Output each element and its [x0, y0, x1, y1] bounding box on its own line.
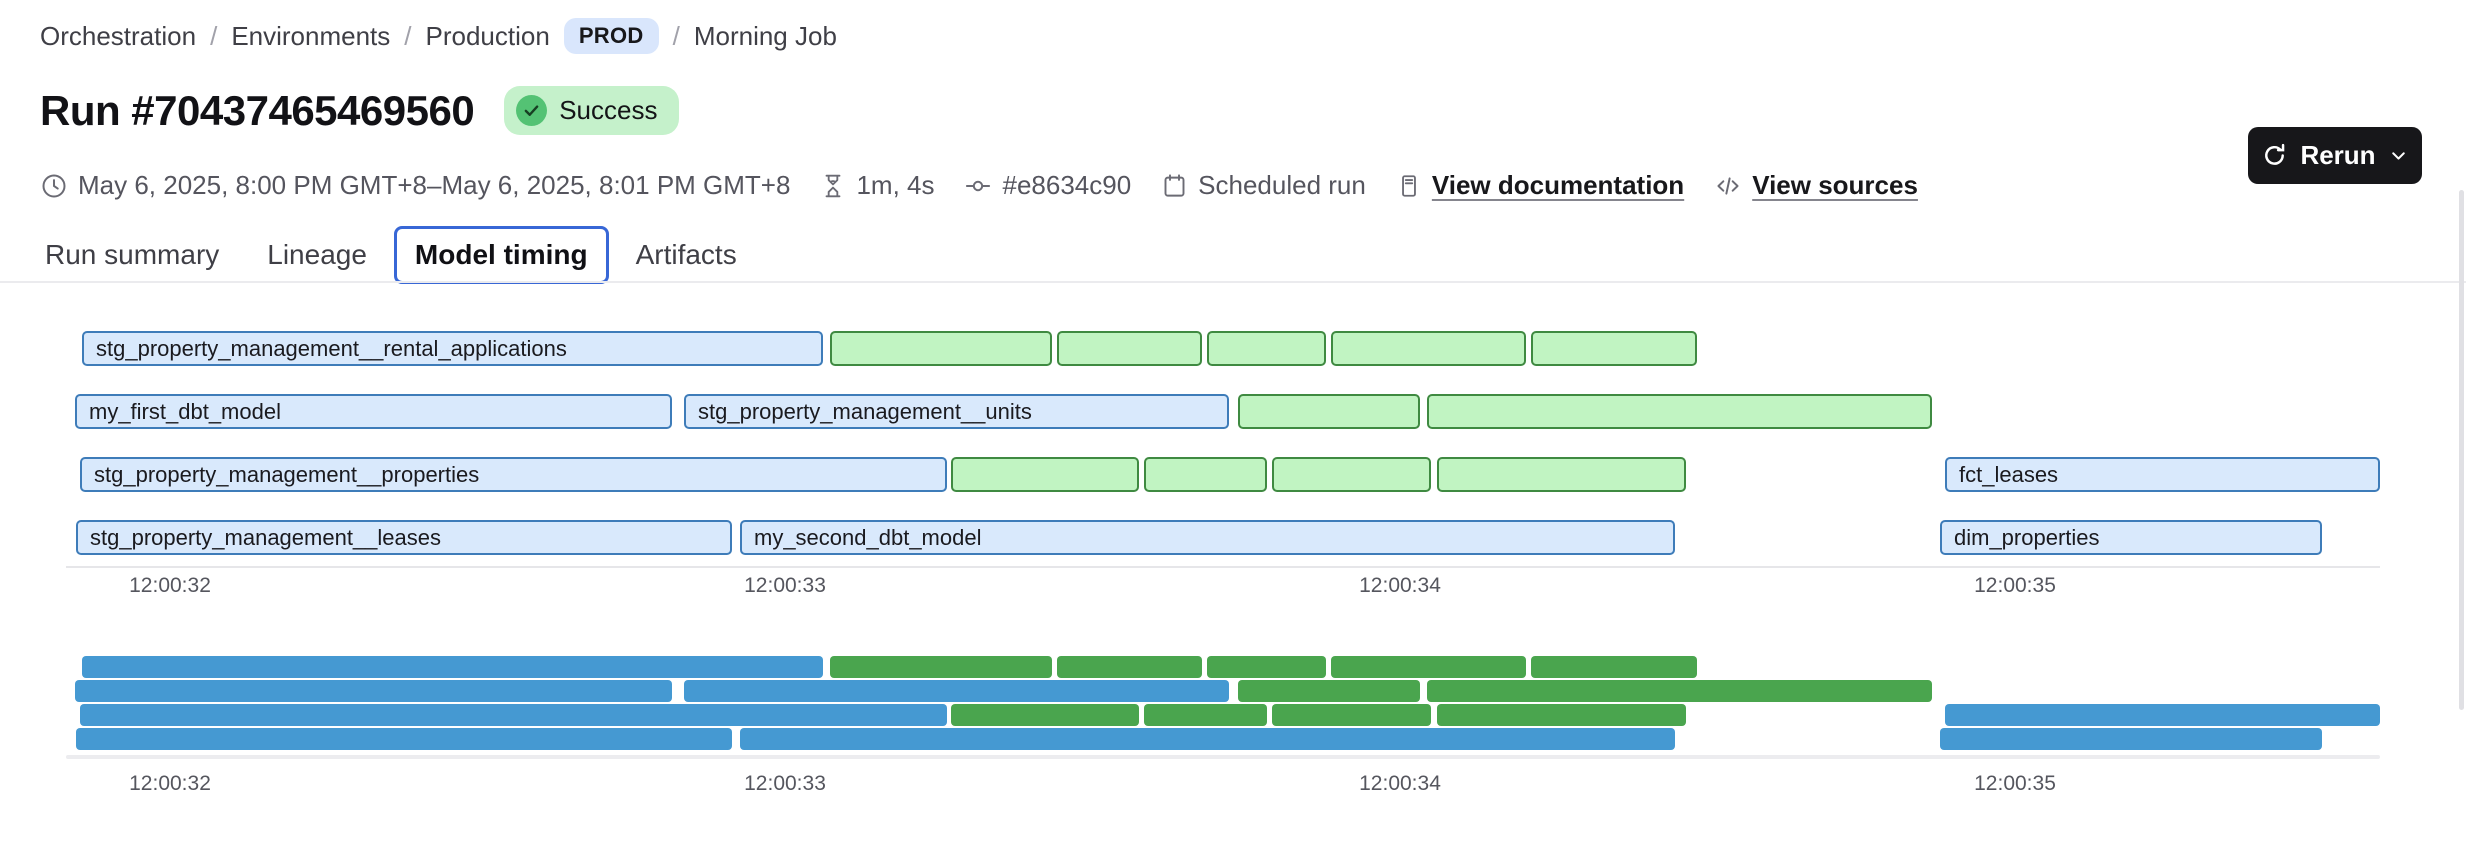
rerun-button[interactable]: Rerun — [2248, 127, 2422, 184]
run-trigger: Scheduled run — [1161, 170, 1366, 201]
rerun-button-label: Rerun — [2300, 140, 2376, 170]
run-duration: 1m, 4s — [820, 170, 934, 201]
page-title: Run #70437465469560 — [40, 86, 475, 134]
chevron-down-icon — [2391, 152, 2405, 160]
clock-icon — [42, 174, 66, 197]
gantt-bar-label: stg_property_management__properties — [94, 461, 480, 487]
minimap-track — [66, 755, 2380, 759]
hourglass-icon — [826, 174, 841, 197]
minimap-bar — [1238, 680, 1420, 702]
status-badge: Success — [504, 86, 680, 135]
breadcrumb-item-production[interactable]: Production — [425, 20, 550, 51]
minimap-bar — [1945, 704, 2380, 726]
minimap-bar — [1427, 680, 1932, 702]
run-meta-row: May 6, 2025, 8:00 PM GMT+8–May 6, 2025, … — [40, 170, 1918, 201]
gantt-bar[interactable]: stg_property_management__leases — [76, 520, 732, 555]
gantt-bar[interactable]: stg_property_management__properties — [80, 457, 947, 492]
gantt-bar[interactable] — [1272, 457, 1431, 492]
gantt-bar-label: stg_property_management__leases — [90, 524, 442, 550]
gantt-bar[interactable] — [830, 331, 1052, 366]
minimap-bar — [1057, 656, 1202, 678]
code-icon — [1717, 176, 1739, 195]
breadcrumb-separator: / — [210, 20, 218, 51]
minimap-tick-label: 12:00:33 — [744, 772, 826, 795]
breadcrumb-item-orchestration[interactable]: Orchestration — [40, 20, 197, 51]
minimap-bar — [1531, 656, 1697, 678]
tab-lineage[interactable]: Lineage — [267, 239, 367, 270]
minimap-bar — [82, 656, 823, 678]
gantt-bar-label: fct_leases — [1959, 461, 2059, 487]
view-sources-link[interactable]: View sources — [1714, 170, 1918, 201]
env-badge-prod: PROD — [563, 18, 659, 54]
minimap-bar — [740, 728, 1675, 750]
gantt-bar[interactable] — [1331, 331, 1526, 366]
minimap-bar — [1207, 656, 1326, 678]
gantt-bar[interactable]: stg_property_management__units — [684, 394, 1229, 429]
gantt-bar[interactable] — [1531, 331, 1697, 366]
breadcrumb-item-environments[interactable]: Environments — [231, 20, 391, 51]
minimap-bar — [830, 656, 1052, 678]
breadcrumb-separator: / — [404, 20, 412, 51]
gantt-bar[interactable] — [1207, 331, 1326, 366]
minimap-bar — [80, 704, 947, 726]
status-badge-label: Success — [559, 95, 658, 125]
gantt-bar[interactable]: my_first_dbt_model — [75, 394, 672, 429]
tabs-divider — [0, 281, 2466, 283]
run-time-range: May 6, 2025, 8:00 PM GMT+8–May 6, 2025, … — [40, 170, 790, 201]
gantt-bar[interactable] — [1238, 394, 1420, 429]
commit-icon — [966, 180, 991, 191]
gantt-bar[interactable] — [1144, 457, 1267, 492]
breadcrumb-item-morning-job[interactable]: Morning Job — [693, 20, 837, 51]
minimap-tick-label: 12:00:35 — [1974, 772, 2056, 795]
minimap-bar — [684, 680, 1229, 702]
breadcrumb: Orchestration / Environments / Productio… — [40, 18, 837, 54]
model-timing-chart: stg_property_management__rental_applicat… — [66, 331, 2380, 597]
gantt-bar[interactable] — [1427, 394, 1932, 429]
breadcrumb-separator: / — [672, 20, 680, 51]
document-icon — [1401, 174, 1416, 197]
gantt-bar-label: my_first_dbt_model — [89, 398, 281, 424]
gantt-bar-label: dim_properties — [1954, 524, 2100, 550]
gantt-bar[interactable] — [1057, 331, 1202, 366]
gantt-bar-label: my_second_dbt_model — [754, 524, 982, 550]
tab-artifacts[interactable]: Artifacts — [635, 239, 737, 270]
view-documentation-link[interactable]: View documentation — [1396, 170, 1684, 201]
axis-tick-label: 12:00:34 — [1359, 574, 1441, 597]
minimap-bar — [1144, 704, 1267, 726]
minimap-bar — [1437, 704, 1686, 726]
gantt-bar-label: stg_property_management__units — [698, 398, 1032, 424]
calendar-icon — [1164, 174, 1185, 197]
minimap-tick-label: 12:00:32 — [129, 772, 211, 795]
refresh-icon — [2265, 143, 2285, 165]
minimap-bar — [1331, 656, 1526, 678]
gantt-bar[interactable] — [1437, 457, 1686, 492]
tab-run-summary[interactable]: Run summary — [45, 239, 220, 270]
gantt-bar[interactable]: stg_property_management__rental_applicat… — [82, 331, 823, 366]
gantt-bar[interactable] — [951, 457, 1139, 492]
success-check-icon — [516, 95, 548, 126]
gantt-bar[interactable]: dim_properties — [1940, 520, 2322, 555]
minimap-bar — [76, 728, 732, 750]
gantt-bar[interactable]: my_second_dbt_model — [740, 520, 1675, 555]
minimap-bar — [1272, 704, 1431, 726]
title-row: Run #70437465469560 Success — [40, 86, 680, 135]
minimap-bar — [1940, 728, 2322, 750]
axis-tick-label: 12:00:33 — [744, 574, 826, 597]
gantt-bar[interactable]: fct_leases — [1945, 457, 2380, 492]
chart-axis-line — [66, 566, 2380, 568]
minimap-bar — [75, 680, 672, 702]
run-commit: #e8634c90 — [964, 170, 1131, 201]
minimap-bar — [951, 704, 1139, 726]
gantt-bar-label: stg_property_management__rental_applicat… — [96, 335, 567, 361]
axis-tick-label: 12:00:32 — [129, 574, 211, 597]
axis-tick-label: 12:00:35 — [1974, 574, 2056, 597]
minimap-tick-label: 12:00:34 — [1359, 772, 1441, 795]
scrollbar-thumb[interactable] — [2459, 190, 2464, 710]
